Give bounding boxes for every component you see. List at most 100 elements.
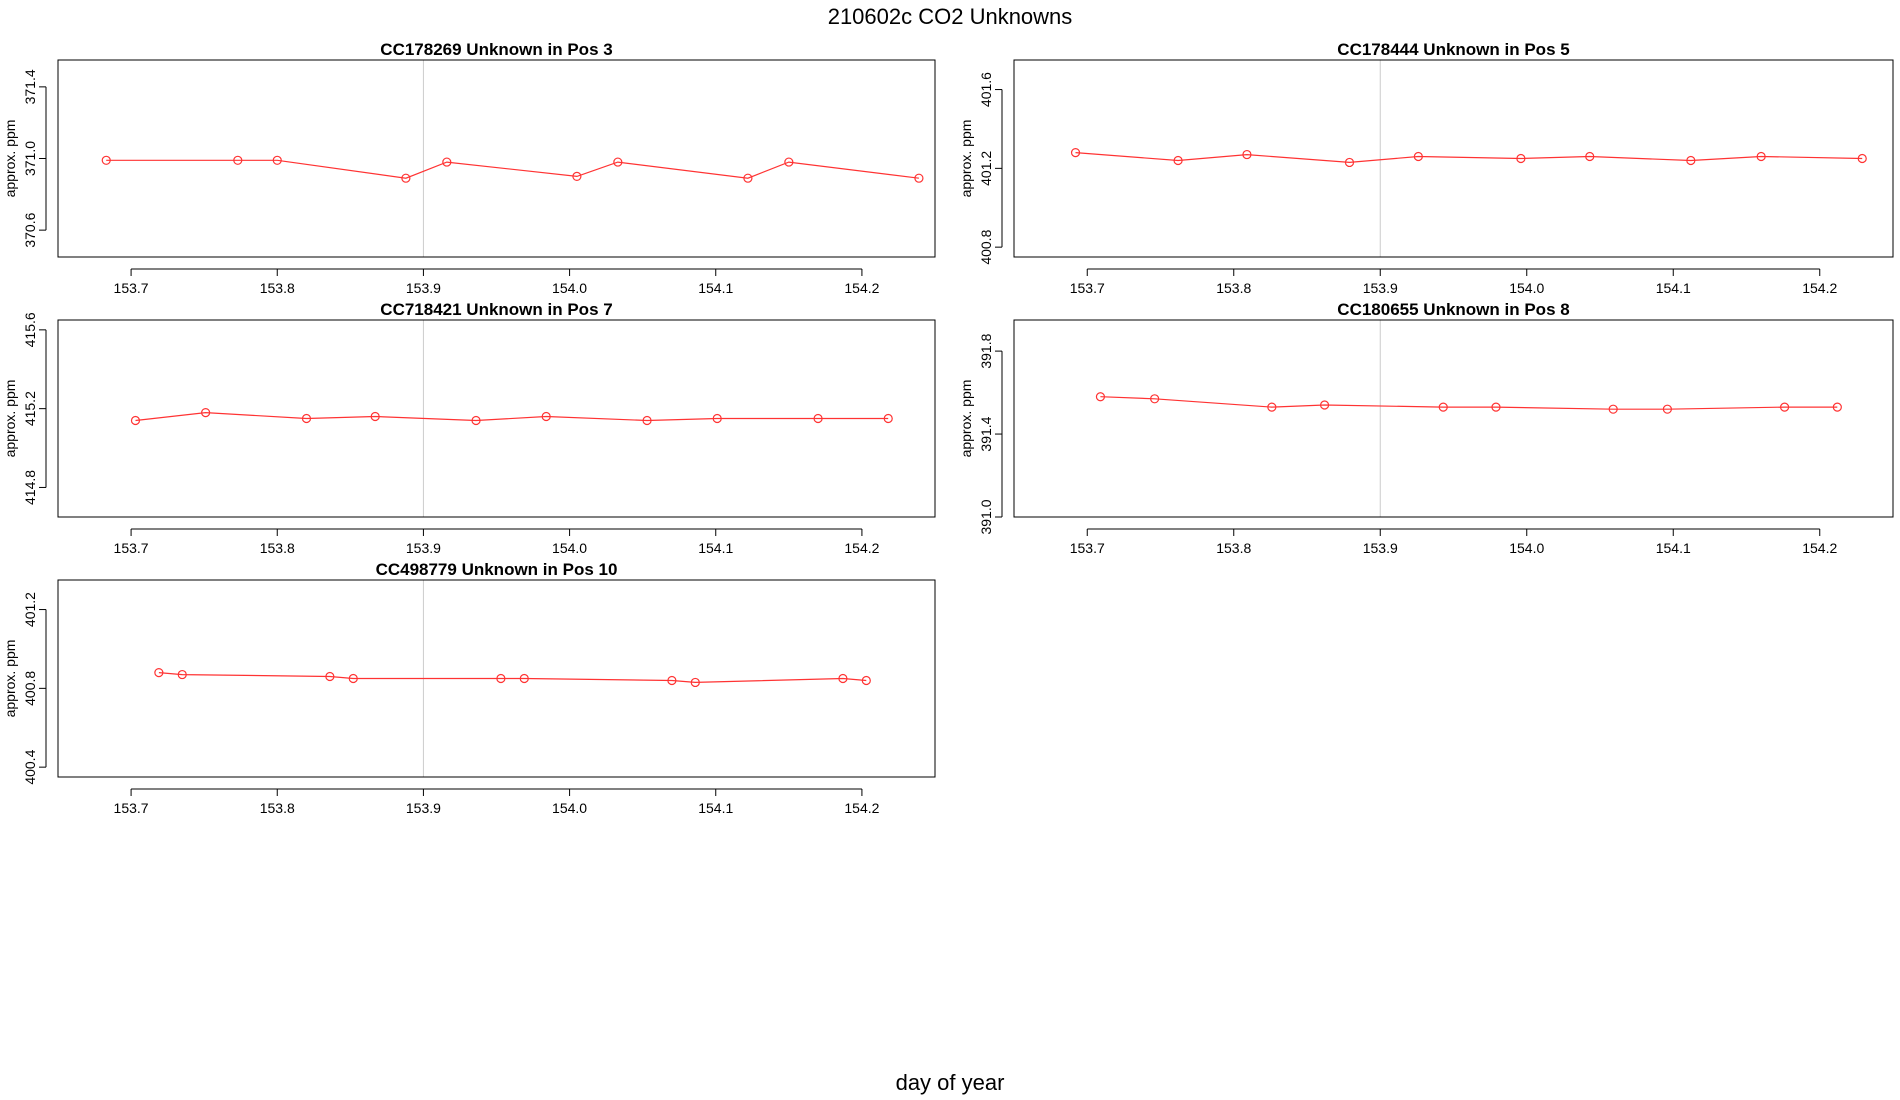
plot-frame xyxy=(1013,319,1894,518)
y-tick-label: 370.6 xyxy=(22,212,38,247)
data-point xyxy=(1319,400,1330,410)
data-point xyxy=(1686,155,1696,166)
x-tick-label: 153.9 xyxy=(1363,540,1398,556)
data-point xyxy=(233,155,243,165)
data-point xyxy=(914,173,924,183)
x-axis: 153.7 153.8 153.9 154.0 154.1 154.2 xyxy=(1070,528,1837,556)
y-tick-label: 401.2 xyxy=(22,592,38,627)
data-point xyxy=(1516,153,1526,164)
y-axis: 400.8 401.2 401.6 xyxy=(978,72,1003,265)
data-point xyxy=(101,155,111,165)
y-tick-label: 415.6 xyxy=(22,312,38,347)
data-point xyxy=(1585,151,1595,162)
x-axis-label: day of year xyxy=(895,1070,1005,1095)
data-point xyxy=(1438,402,1448,412)
data-point xyxy=(301,413,312,424)
data-point xyxy=(442,157,452,167)
data-point xyxy=(784,157,794,167)
data-point xyxy=(1242,149,1252,160)
data-point xyxy=(370,411,380,422)
data-point xyxy=(154,667,164,678)
data-point xyxy=(883,413,893,424)
x-tick-label: 153.8 xyxy=(260,540,295,556)
panel-title: CC178444 Unknown in Pos 5 xyxy=(1337,40,1569,59)
data-point xyxy=(1095,392,1106,402)
y-tick-label: 414.8 xyxy=(22,470,38,505)
series-line xyxy=(135,411,889,422)
data-point xyxy=(690,677,700,688)
y-tick-label: 401.2 xyxy=(978,151,994,186)
x-tick-label: 154.2 xyxy=(1802,540,1837,556)
y-axis: 414.8 415.2 415.6 xyxy=(22,312,47,505)
data-point xyxy=(861,675,871,686)
y-tick-label: 391.0 xyxy=(978,499,994,534)
data-point xyxy=(813,413,823,424)
y-axis-title: approx. ppm xyxy=(2,120,18,198)
data-point xyxy=(325,671,335,682)
x-tick-label: 153.8 xyxy=(1216,280,1251,296)
data-point xyxy=(130,415,141,426)
x-tick-label: 153.7 xyxy=(114,280,149,296)
data-point xyxy=(1070,147,1081,158)
y-tick-label: 400.4 xyxy=(22,749,38,784)
y-axis-title: approx. ppm xyxy=(2,380,18,458)
x-tick-label: 153.7 xyxy=(1070,540,1105,556)
x-tick-label: 154.2 xyxy=(1802,280,1837,296)
x-tick-label: 154.0 xyxy=(552,280,587,296)
x-tick-label: 153.9 xyxy=(406,800,441,816)
x-tick-label: 154.2 xyxy=(844,800,879,816)
x-tick-label: 154.1 xyxy=(698,800,733,816)
y-tick-label: 371.4 xyxy=(22,69,38,104)
panel-title: CC180655 Unknown in Pos 8 xyxy=(1337,300,1569,319)
data-point xyxy=(348,673,358,684)
x-tick-label: 154.1 xyxy=(1656,280,1691,296)
data-point xyxy=(1857,153,1867,164)
y-tick-label: 400.8 xyxy=(22,671,38,706)
y-tick-label: 401.6 xyxy=(978,72,994,107)
y-axis-title: approx. ppm xyxy=(958,120,974,198)
y-tick-label: 391.4 xyxy=(978,416,994,451)
data-point xyxy=(1756,151,1766,162)
chart-panel-3: CC718421 Unknown in Pos 7 153.7 153.8 153.9… xyxy=(2,300,936,556)
data-point xyxy=(519,673,529,684)
data-point xyxy=(613,157,623,167)
x-tick-label: 154.1 xyxy=(698,540,733,556)
y-tick-label: 400.8 xyxy=(978,229,994,264)
y-axis: 391.0 391.4 391.8 xyxy=(978,333,1003,535)
data-point xyxy=(272,155,282,165)
x-tick-label: 154.0 xyxy=(1509,540,1544,556)
data-point xyxy=(1491,402,1501,412)
data-point xyxy=(1832,402,1842,412)
y-tick-label: 415.2 xyxy=(22,391,38,426)
data-point xyxy=(201,407,211,418)
data-point xyxy=(401,173,411,183)
data-point xyxy=(1413,151,1423,162)
data-point xyxy=(541,411,551,422)
chart-panel-4: CC180655 Unknown in Pos 8 153.7 153.8 153.9… xyxy=(958,300,1894,556)
plot-frame xyxy=(57,579,936,778)
series-line xyxy=(1075,152,1863,164)
plot-frame xyxy=(57,59,936,258)
chart-panel-2: CC178444 Unknown in Pos 5 153.7 153.8 153.9… xyxy=(958,40,1894,296)
x-tick-label: 153.8 xyxy=(1216,540,1251,556)
x-tick-label: 153.8 xyxy=(260,800,295,816)
x-tick-label: 153.7 xyxy=(1070,280,1105,296)
y-tick-label: 391.8 xyxy=(978,333,994,368)
data-point xyxy=(1173,155,1183,166)
x-axis: 153.7 153.8 153.9 154.0 154.1 154.2 xyxy=(1070,268,1837,296)
x-tick-label: 153.7 xyxy=(114,800,149,816)
x-tick-label: 153.9 xyxy=(406,280,441,296)
x-tick-label: 153.8 xyxy=(260,280,295,296)
x-tick-label: 154.0 xyxy=(552,540,587,556)
y-axis: 400.4 400.8 401.2 xyxy=(22,592,47,785)
x-tick-label: 154.2 xyxy=(844,540,879,556)
data-point xyxy=(1608,404,1618,414)
data-point xyxy=(1779,402,1790,412)
x-axis: 153.7 153.8 153.9 154.0 154.1 154.2 xyxy=(114,268,880,296)
x-tick-label: 154.1 xyxy=(1656,540,1691,556)
x-tick-label: 154.2 xyxy=(844,280,879,296)
x-axis: 153.7 153.8 153.9 154.0 154.1 154.2 xyxy=(114,788,880,816)
y-axis: 370.6 371.0 371.4 xyxy=(22,69,47,248)
